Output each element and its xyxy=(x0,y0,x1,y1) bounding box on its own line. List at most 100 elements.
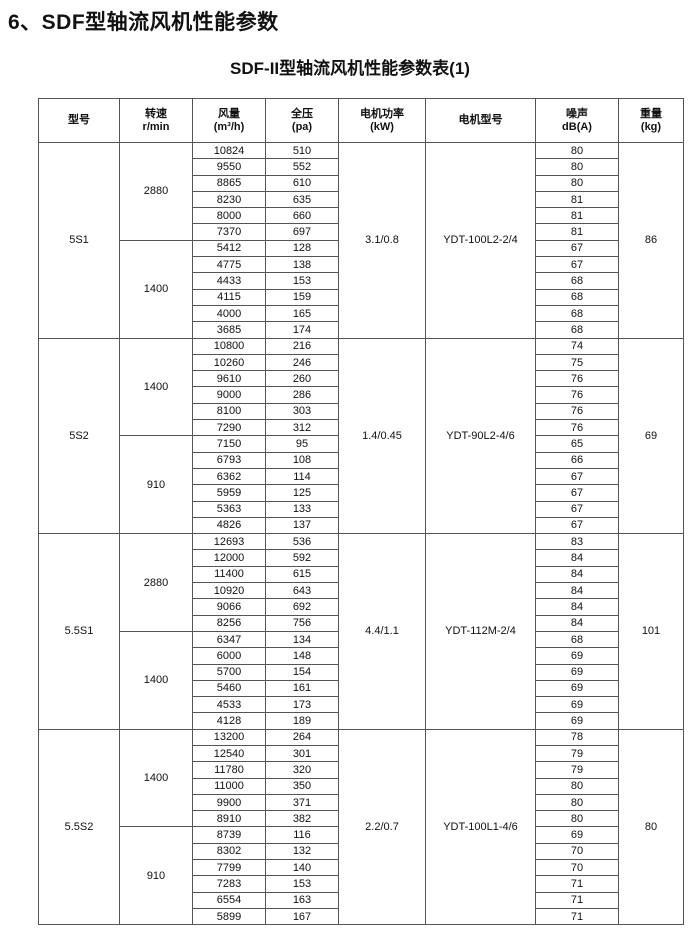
model-cell: 5.5S1 xyxy=(38,533,120,730)
airflow-cell: 10800 xyxy=(192,337,266,355)
model-cell: 5.5S2 xyxy=(38,728,120,926)
pressure-cell: 165 xyxy=(265,304,339,323)
model-cell: 5S2 xyxy=(38,337,120,535)
noise-cell: 80 xyxy=(535,141,619,160)
weight-cell: 101 xyxy=(618,533,684,730)
airflow-cell: 6554 xyxy=(192,891,266,909)
table-row: 8256 756 84 xyxy=(39,614,684,632)
table-row: 5363 133 67 xyxy=(39,500,684,518)
airflow-cell: 13200 xyxy=(192,728,266,746)
header-label: 电机功率 xyxy=(360,107,404,120)
table-row: 910 8739 116 69 xyxy=(39,826,684,926)
airflow-cell: 9550 xyxy=(192,158,266,176)
noise-cell: 76 xyxy=(535,370,619,388)
noise-cell: 67 xyxy=(535,467,619,486)
pressure-cell: 371 xyxy=(265,793,339,812)
airflow-cell: 12000 xyxy=(192,549,266,567)
table-row: 4533 173 69 xyxy=(39,696,684,714)
airflow-cell: 7370 xyxy=(192,223,266,241)
airflow-cell: 8256 xyxy=(192,614,266,632)
table-row: 910 7150 95 65 xyxy=(39,435,684,535)
noise-cell: 76 xyxy=(535,402,619,421)
table-row: 8000 660 81 xyxy=(39,207,684,225)
table-row: 4128 189 69 xyxy=(39,712,684,730)
pressure-cell: 216 xyxy=(265,337,339,355)
pressure-cell: 132 xyxy=(265,842,339,861)
pressure-cell: 167 xyxy=(265,907,339,926)
header-label: 电机型号 xyxy=(458,114,503,126)
airflow-cell: 10260 xyxy=(192,353,266,372)
noise-cell: 65 xyxy=(535,435,619,453)
pressure-cell: 173 xyxy=(265,696,339,714)
motor-model-cell: YDT-100L1-4/6 xyxy=(425,728,536,926)
noise-cell: 69 xyxy=(535,679,619,698)
header-label: 全压 xyxy=(291,107,313,120)
pressure-cell: 140 xyxy=(265,859,339,877)
noise-cell: 81 xyxy=(535,223,619,241)
motor-model-cell: YDT-112M-2/4 xyxy=(425,533,536,730)
noise-cell: 81 xyxy=(535,190,619,209)
airflow-cell: 8865 xyxy=(192,174,266,192)
table-row: 6362 114 67 xyxy=(39,467,684,486)
header-label: 噪声 xyxy=(566,107,588,120)
motor-model-cell: YDT-90L2-4/6 xyxy=(425,337,536,535)
airflow-cell: 4115 xyxy=(192,288,266,306)
table-row: 11400 615 84 xyxy=(39,565,684,584)
airflow-cell: 5460 xyxy=(192,679,266,698)
airflow-cell: 4000 xyxy=(192,304,266,323)
noise-cell: 68 xyxy=(535,321,619,339)
pressure-cell: 660 xyxy=(265,207,339,225)
noise-cell: 83 xyxy=(535,533,619,551)
pressure-cell: 128 xyxy=(265,239,339,258)
table-row: 3685 174 68 xyxy=(39,321,684,339)
airflow-cell: 3685 xyxy=(192,321,266,339)
airflow-cell: 8739 xyxy=(192,826,266,844)
column-header: 噪声 dB(A) xyxy=(535,98,619,143)
airflow-cell: 7290 xyxy=(192,419,266,437)
pressure-cell: 246 xyxy=(265,353,339,372)
column-header: 风量 (m³/h) xyxy=(192,98,266,143)
noise-cell: 80 xyxy=(535,174,619,192)
airflow-cell: 9000 xyxy=(192,386,266,404)
pressure-cell: 134 xyxy=(265,630,339,649)
pressure-cell: 264 xyxy=(265,728,339,746)
airflow-cell: 8302 xyxy=(192,842,266,861)
pressure-cell: 189 xyxy=(265,712,339,730)
table-row: 6000 148 69 xyxy=(39,647,684,665)
noise-cell: 79 xyxy=(535,761,619,779)
header-unit: dB(A) xyxy=(562,120,592,133)
speed-cell: 910 xyxy=(119,826,193,926)
table-row: 10920 643 84 xyxy=(39,582,684,600)
column-header: 电机功率 (kW) xyxy=(338,98,426,143)
airflow-cell: 7799 xyxy=(192,859,266,877)
noise-cell: 68 xyxy=(535,304,619,323)
speed-cell: 1400 xyxy=(119,337,193,437)
table-row: 5959 125 67 xyxy=(39,484,684,502)
motor-power-cell: 1.4/0.45 xyxy=(338,337,426,535)
pressure-cell: 153 xyxy=(265,272,339,290)
table-row: 5.5S1 2880 12693 536 4.4/1.1 YDT-112M-2/4 83 10… xyxy=(38,533,684,730)
noise-cell: 70 xyxy=(535,842,619,861)
pressure-cell: 154 xyxy=(265,663,339,681)
pressure-cell: 692 xyxy=(265,598,339,616)
pressure-cell: 159 xyxy=(265,288,339,306)
pressure-cell: 161 xyxy=(265,679,339,698)
airflow-cell: 5412 xyxy=(192,239,266,258)
noise-cell: 79 xyxy=(535,744,619,763)
noise-cell: 84 xyxy=(535,582,619,600)
model-cell: 5S1 xyxy=(38,142,120,339)
noise-cell: 71 xyxy=(535,891,619,909)
noise-cell: 75 xyxy=(535,353,619,372)
airflow-cell: 4128 xyxy=(192,712,266,730)
pressure-cell: 125 xyxy=(265,484,339,502)
airflow-cell: 4826 xyxy=(192,516,266,535)
speed-cell: 1400 xyxy=(119,728,193,828)
table-row: 9066 692 84 xyxy=(39,598,684,616)
speed-cell: 2880 xyxy=(119,533,193,632)
airflow-cell: 8230 xyxy=(192,190,266,209)
motor-power-cell: 2.2/0.7 xyxy=(338,728,426,926)
pressure-cell: 643 xyxy=(265,582,339,600)
pressure-cell: 174 xyxy=(265,321,339,339)
table-row: 11780 320 79 xyxy=(39,761,684,779)
airflow-cell: 10920 xyxy=(192,582,266,600)
